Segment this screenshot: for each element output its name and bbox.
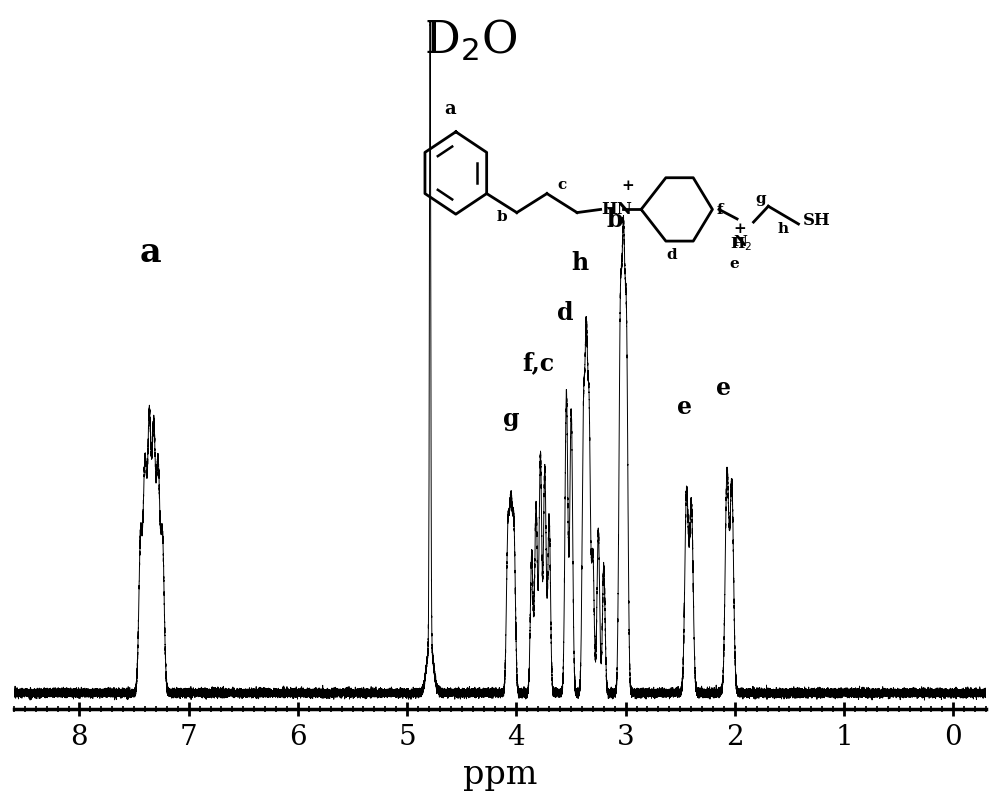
Text: b: b	[606, 208, 623, 232]
X-axis label: ppm: ppm	[463, 759, 537, 791]
Text: h: h	[571, 251, 588, 275]
Text: e: e	[716, 376, 731, 400]
Text: D$_2$O: D$_2$O	[424, 19, 517, 64]
Text: a: a	[140, 236, 161, 269]
Text: g: g	[503, 407, 519, 431]
Text: e: e	[677, 394, 692, 419]
Text: f,c: f,c	[522, 351, 554, 375]
Text: d: d	[557, 301, 574, 325]
